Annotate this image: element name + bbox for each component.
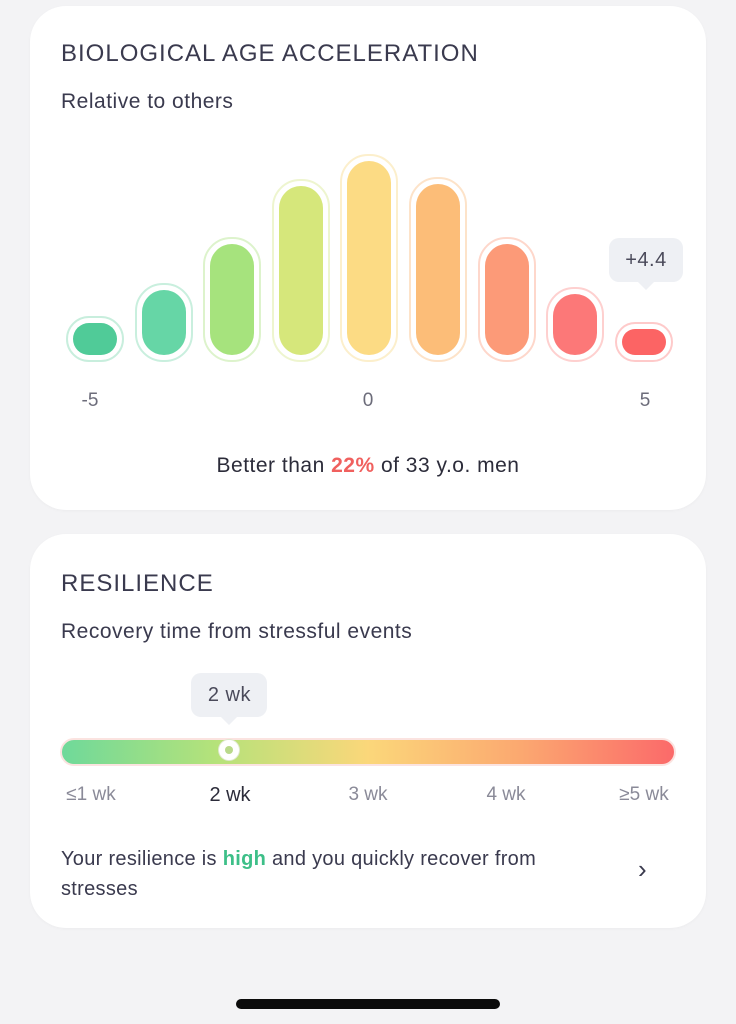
resilience-subtitle: Recovery time from stressful events (61, 620, 413, 643)
user-age-tooltip: +4.4 (609, 238, 683, 290)
resilience-message: Your resilience is high and you quickly … (61, 844, 601, 904)
chevron-right-icon[interactable]: › (638, 854, 647, 884)
distribution-bar-fill (621, 329, 666, 355)
tick-2wk: 2 wk (209, 784, 251, 806)
axis-label-min: -5 (81, 390, 99, 411)
distribution-bar-fill (73, 323, 117, 355)
distribution-bar-fill (347, 161, 392, 355)
summary-prefix: Better than (216, 454, 332, 477)
distribution-bar-fill (141, 289, 186, 355)
message-suffix: and you quickly recover from stresses (61, 848, 537, 900)
distribution-bar (546, 287, 605, 362)
distribution-bar-fill (278, 185, 323, 355)
tick-1wk: ≤1 wk (66, 784, 116, 805)
recovery-scale-bar (60, 738, 676, 766)
home-indicator[interactable] (236, 999, 500, 1009)
bio-age-summary: Better than 22% of 33 y.o. men (30, 454, 706, 478)
distribution-bar (66, 316, 124, 362)
summary-percent: 22% (331, 454, 375, 477)
axis-label-max: 5 (639, 390, 651, 411)
distribution-bar-fill (484, 244, 529, 355)
distribution-bar (614, 322, 673, 362)
resilience-title: RESILIENCE (61, 570, 214, 597)
bio-age-title: BIOLOGICAL AGE ACCELERATION (61, 40, 479, 67)
resilience-card[interactable]: RESILIENCE Recovery time from stressful … (30, 534, 706, 928)
distribution-bar-fill (553, 294, 598, 355)
tick-4wk: 4 wk (486, 784, 526, 805)
tick-5wk: ≥5 wk (619, 784, 669, 805)
distribution-bar (477, 237, 536, 362)
biological-age-card: BIOLOGICAL AGE ACCELERATION Relative to … (30, 6, 706, 510)
resilience-level: high (222, 848, 267, 870)
distribution-bar (134, 282, 193, 362)
distribution-bar (340, 154, 399, 362)
recovery-scale-marker (219, 740, 240, 760)
summary-suffix: of 33 y.o. men (374, 454, 520, 477)
distribution-bar-fill (416, 183, 460, 355)
distribution-bar (409, 176, 467, 362)
distribution-bar-fill (210, 244, 255, 355)
axis-label-mid: 0 (362, 390, 374, 411)
tick-3wk: 3 wk (348, 784, 388, 805)
bio-age-subtitle: Relative to others (61, 90, 234, 113)
recovery-time-tooltip: 2 wk (191, 673, 268, 725)
message-prefix: Your resilience is (61, 848, 223, 870)
distribution-bar (271, 178, 330, 362)
distribution-bar (203, 237, 262, 362)
